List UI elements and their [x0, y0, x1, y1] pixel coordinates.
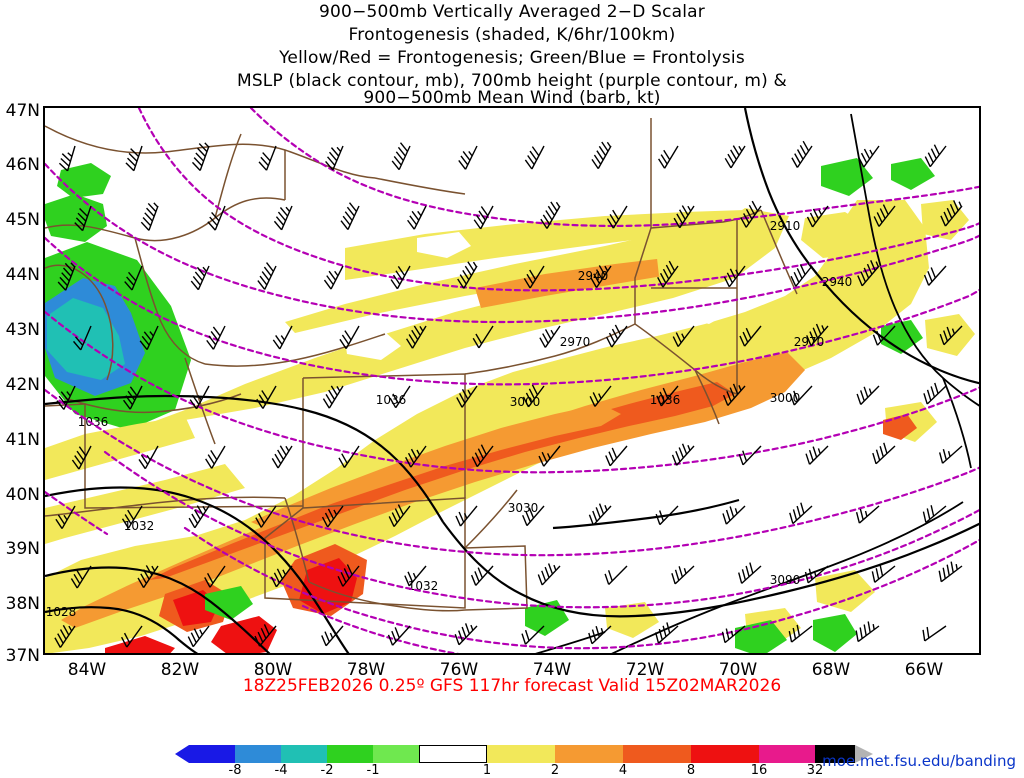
y-tick-46N: 46N: [5, 155, 40, 175]
y-tick-42N: 42N: [5, 375, 40, 395]
colorbar-tick: -1: [366, 763, 380, 778]
colorbar-tick: 16: [750, 763, 768, 778]
colorbar-tick: 2: [550, 763, 560, 778]
x-tick-68W: 68W: [811, 660, 851, 680]
forecast-caption: 18Z25FEB2026 0.25º GFS 117hr forecast Va…: [242, 676, 782, 696]
svg-text:3000: 3000: [510, 395, 541, 409]
colorbar-tick: 8: [686, 763, 696, 778]
wind-barbs: [54, 140, 963, 648]
chart-title-line4: MSLP (black contour, mb), 700mb height (…: [236, 71, 788, 91]
map-plot-area: 1036 1036 1036 1032 1032 1028 2910 2940 …: [43, 106, 981, 655]
colorbar-segment: [175, 745, 189, 763]
colorbar-segment: [373, 745, 419, 763]
x-tick-74W: 74W: [532, 660, 572, 680]
y-tick-38N: 38N: [5, 594, 40, 614]
colorbar-segment: [691, 745, 759, 763]
chart-title-line1: 900−500mb Vertically Averaged 2−D Scalar: [319, 2, 705, 22]
x-tick-66W: 66W: [904, 660, 944, 680]
svg-text:1028: 1028: [46, 605, 77, 619]
colorbar-segment: [815, 745, 855, 763]
colorbar-tick: -8: [228, 763, 242, 778]
svg-text:2910: 2910: [770, 219, 801, 233]
x-tick-78W: 78W: [346, 660, 386, 680]
x-tick-72W: 72W: [625, 660, 665, 680]
svg-text:2970: 2970: [560, 335, 591, 349]
colorbar-tick: -2: [320, 763, 334, 778]
x-tick-76W: 76W: [439, 660, 479, 680]
x-tick-70W: 70W: [718, 660, 758, 680]
chart-title-line3: Yellow/Red = Frontogenesis; Green/Blue =…: [279, 48, 745, 68]
height-contours: 2910 2940 2940 2970 2970 3000 3000 3030 …: [45, 108, 979, 653]
x-tick-80W: 80W: [253, 660, 293, 680]
svg-text:3090: 3090: [770, 573, 801, 587]
colorbar-segment: [281, 745, 327, 763]
y-tick-45N: 45N: [5, 210, 40, 230]
colorbar-segment: [759, 745, 815, 763]
credit-link[interactable]: moe.met.fsu.edu/banding: [822, 752, 1016, 770]
y-tick-40N: 40N: [5, 485, 40, 505]
colorbar-segment: [189, 745, 235, 763]
colorbar-tick: 1: [482, 763, 492, 778]
y-tick-41N: 41N: [5, 430, 40, 450]
y-tick-37N: 37N: [5, 646, 40, 666]
colorbar-segment: [487, 745, 555, 763]
y-tick-39N: 39N: [5, 539, 40, 559]
chart-title-line2: Frontogenesis (shaded, K/6hr/100km): [348, 25, 676, 45]
coastline: [535, 113, 979, 653]
colorbar-segment: [623, 745, 691, 763]
colorbar-tick: -4: [274, 763, 288, 778]
colorbar-segment: [327, 745, 373, 763]
colorbar-segment: [419, 745, 487, 763]
svg-text:2940: 2940: [822, 275, 853, 289]
state-borders: [45, 118, 798, 612]
colorbar-segment: [555, 745, 623, 763]
svg-text:2940: 2940: [578, 269, 609, 283]
y-tick-47N: 47N: [5, 101, 40, 121]
y-tick-44N: 44N: [5, 265, 40, 285]
chart-title-line5: 900−500mb Mean Wind (barb, kt): [363, 88, 661, 108]
x-tick-84W: 84W: [67, 660, 107, 680]
colorbar-segment: [235, 745, 281, 763]
x-tick-82W: 82W: [160, 660, 200, 680]
colorbar-tick: 4: [618, 763, 628, 778]
colorbar: -8 -4 -2 -1 1 2 4 8 16 32: [175, 745, 873, 778]
y-tick-43N: 43N: [5, 320, 40, 340]
